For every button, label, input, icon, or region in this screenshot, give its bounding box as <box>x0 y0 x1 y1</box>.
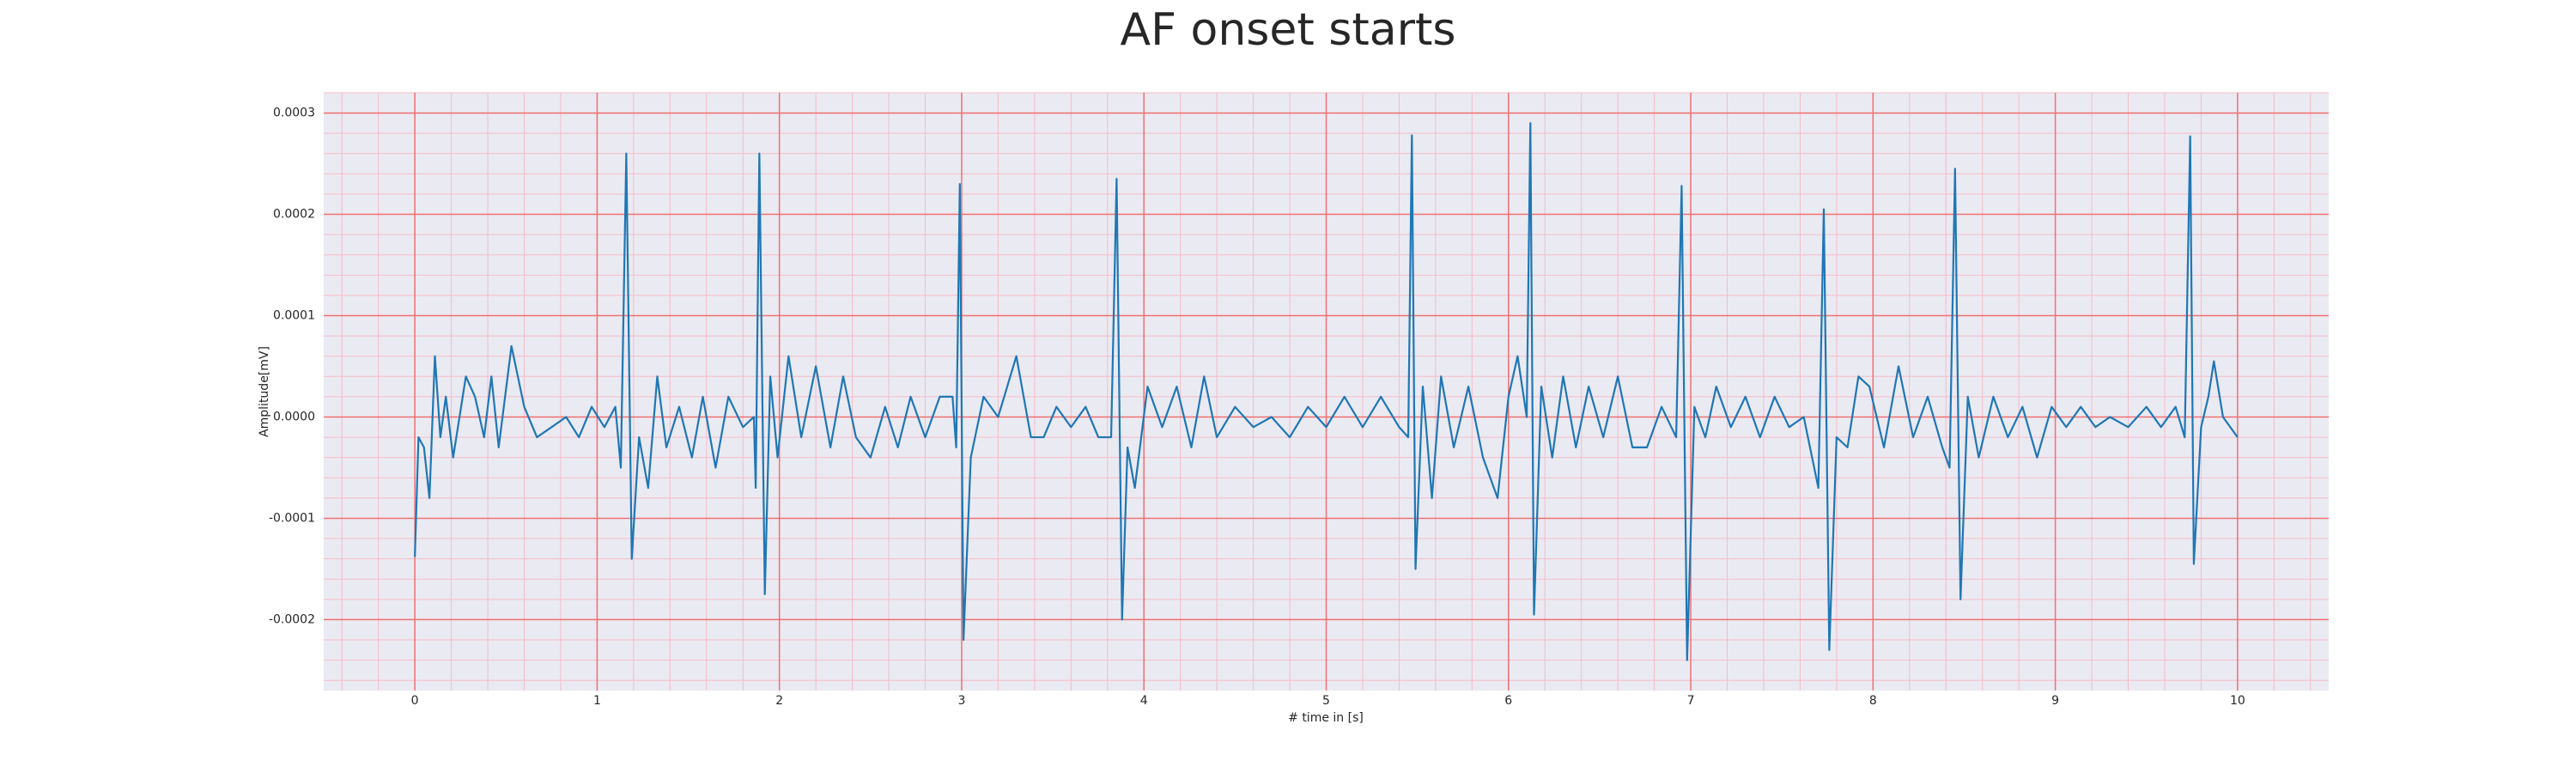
y-tick-label: 0.0001 <box>273 309 315 323</box>
y-tick-label: -0.0002 <box>269 612 315 626</box>
x-tick-label: 7 <box>1687 694 1695 708</box>
signal-line <box>414 122 2239 661</box>
x-tick-label: 9 <box>2051 694 2059 708</box>
x-tick-label: 8 <box>1869 694 1877 708</box>
y-tick-label: -0.0001 <box>269 511 315 525</box>
x-tick-label: 6 <box>1504 694 1512 708</box>
x-tick-label: 0 <box>411 694 419 708</box>
x-tick-label: 1 <box>593 694 601 708</box>
chart-title: AF onset starts <box>1121 4 1456 56</box>
x-tick-label: 3 <box>957 694 965 708</box>
y-tick-label: 0.0003 <box>273 107 315 120</box>
x-tick-label: 10 <box>2230 694 2245 708</box>
x-tick-label: 4 <box>1140 694 1148 708</box>
x-axis-label: # time in [s] <box>1288 711 1364 725</box>
y-tick-label: 0.0000 <box>273 410 315 423</box>
x-tick-label: 2 <box>775 694 783 708</box>
y-tick-label: 0.0002 <box>273 208 315 222</box>
y-axis-label: Amplitude[mV] <box>258 346 271 437</box>
x-tick-label: 5 <box>1322 694 1330 708</box>
